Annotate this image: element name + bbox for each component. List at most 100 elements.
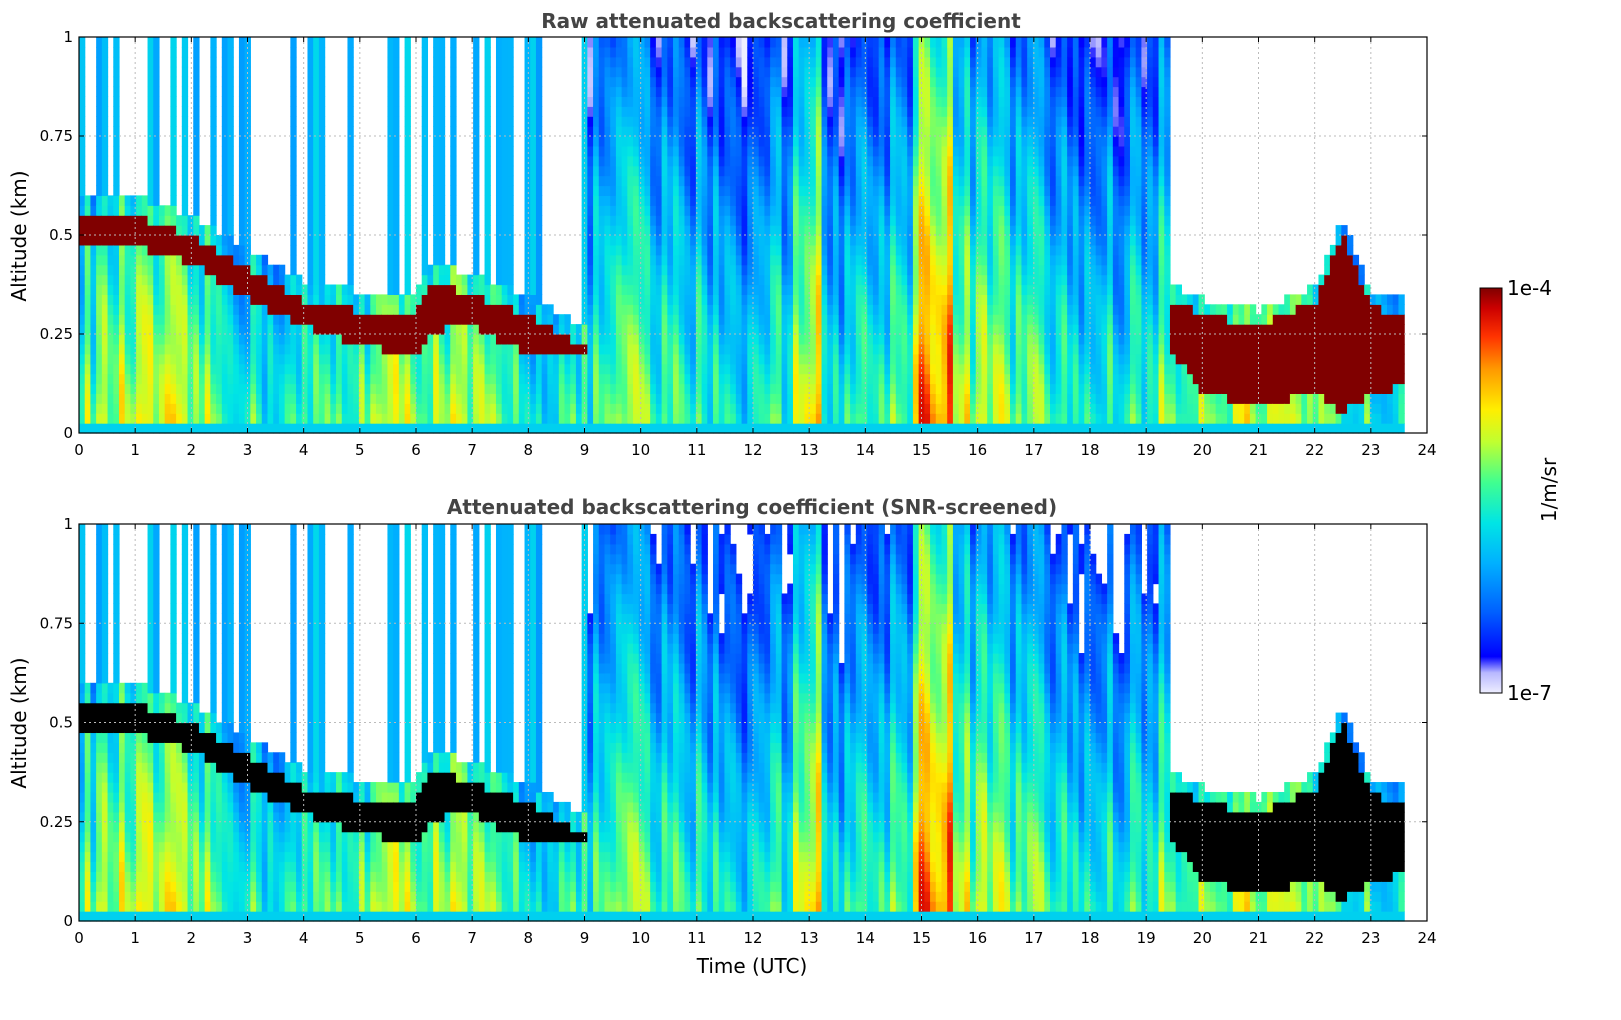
heatmap-cell <box>615 66 623 78</box>
heatmap-cell <box>947 215 954 226</box>
heatmap-cell <box>541 363 548 375</box>
heatmap-cell <box>764 145 771 157</box>
heatmap-cell <box>684 274 691 286</box>
heatmap-cell <box>701 56 708 68</box>
heatmap-cell <box>924 145 931 157</box>
heatmap-cell <box>101 413 109 424</box>
heatmap-cell <box>695 423 703 434</box>
heatmap-cell <box>838 66 845 78</box>
heatmap-cell <box>878 294 885 305</box>
heatmap-cell <box>827 324 834 335</box>
heatmap-cell <box>747 334 754 345</box>
heatmap-cell <box>958 403 965 414</box>
heatmap-cell <box>307 304 314 315</box>
heatmap-cell <box>495 244 503 256</box>
heatmap-cell <box>855 284 863 295</box>
heatmap-cell <box>855 225 863 236</box>
heatmap-cell <box>907 195 914 206</box>
heatmap-cell <box>735 334 743 345</box>
heatmap-cell <box>815 126 823 137</box>
heatmap-cell <box>233 373 240 385</box>
heatmap-cell <box>678 46 686 58</box>
heatmap-cell <box>147 46 154 58</box>
heatmap-cell <box>661 46 668 58</box>
heatmap-cell <box>250 334 257 345</box>
heatmap-cell <box>79 76 86 88</box>
heatmap-cell <box>787 66 794 78</box>
heatmap-cell <box>907 215 914 226</box>
heatmap-cell <box>501 423 508 434</box>
heatmap-cell <box>901 343 908 355</box>
heatmap-cell <box>341 334 349 345</box>
heatmap-cell <box>615 413 623 424</box>
heatmap-cell <box>495 413 503 424</box>
heatmap-cell <box>690 145 697 157</box>
heatmap-cell <box>792 46 800 58</box>
heatmap-cell <box>278 343 286 355</box>
heatmap-cell <box>433 46 440 58</box>
heatmap-cell <box>890 106 897 117</box>
heatmap-cell <box>770 423 777 434</box>
heatmap-cell <box>84 423 92 434</box>
heatmap-cell <box>758 215 766 226</box>
heatmap-cell <box>387 145 394 157</box>
heatmap-cell <box>872 76 880 88</box>
heatmap-cell <box>90 334 97 345</box>
heatmap-cell <box>947 37 954 48</box>
heatmap-cell <box>650 215 657 226</box>
heatmap-cell <box>764 254 771 266</box>
heatmap-cell <box>638 165 646 177</box>
heatmap-cell <box>638 254 646 266</box>
heatmap-cell <box>707 423 714 434</box>
heatmap-cell <box>416 373 423 385</box>
heatmap-cell <box>838 264 845 276</box>
heatmap-cell <box>810 353 817 365</box>
heatmap-cell <box>444 314 451 325</box>
heatmap-cell <box>787 145 794 157</box>
heatmap-cell <box>524 86 531 97</box>
heatmap-cell <box>227 185 234 196</box>
heatmap-cell <box>450 215 457 226</box>
heatmap-cell <box>193 175 200 187</box>
heatmap-cell <box>930 116 937 127</box>
heatmap-cell <box>101 116 109 127</box>
heatmap-cell <box>667 96 674 107</box>
heatmap-cell <box>575 363 583 375</box>
heatmap-cell <box>775 353 783 365</box>
heatmap-cell <box>775 86 783 97</box>
heatmap-cell <box>661 324 668 335</box>
heatmap-cell <box>84 225 92 236</box>
heatmap-cell <box>792 383 800 394</box>
heatmap-cell <box>832 205 840 216</box>
heatmap-cell <box>193 235 200 246</box>
heatmap-cell <box>450 403 457 414</box>
heatmap-cell <box>730 264 737 276</box>
heatmap-cell <box>290 205 297 216</box>
heatmap-cell <box>495 284 503 295</box>
heatmap-cell <box>667 343 674 355</box>
heatmap-cell <box>444 393 451 404</box>
heatmap-cell <box>895 343 903 355</box>
heatmap-cell <box>587 96 594 107</box>
heatmap-cell <box>678 324 686 335</box>
heatmap-cell <box>553 403 560 414</box>
heatmap-cell <box>79 235 86 246</box>
heatmap-cell <box>718 324 726 335</box>
heatmap-cell <box>256 413 263 424</box>
heatmap-cell <box>455 334 463 345</box>
heatmap-cell <box>307 76 314 88</box>
heatmap-cell <box>193 225 200 236</box>
heatmap-cell <box>775 165 783 177</box>
heatmap-cell <box>735 106 743 117</box>
heatmap-cell <box>867 353 874 365</box>
heatmap-cell <box>610 165 617 177</box>
heatmap-cell <box>507 185 514 196</box>
heatmap-cell <box>181 195 189 206</box>
heatmap-cell <box>718 413 726 424</box>
heatmap-cell <box>341 393 349 404</box>
heatmap-cell <box>861 37 868 48</box>
heatmap-cell <box>730 126 737 137</box>
heatmap-cell <box>261 264 269 276</box>
heatmap-cell <box>792 37 800 48</box>
heatmap-cell <box>250 284 257 295</box>
